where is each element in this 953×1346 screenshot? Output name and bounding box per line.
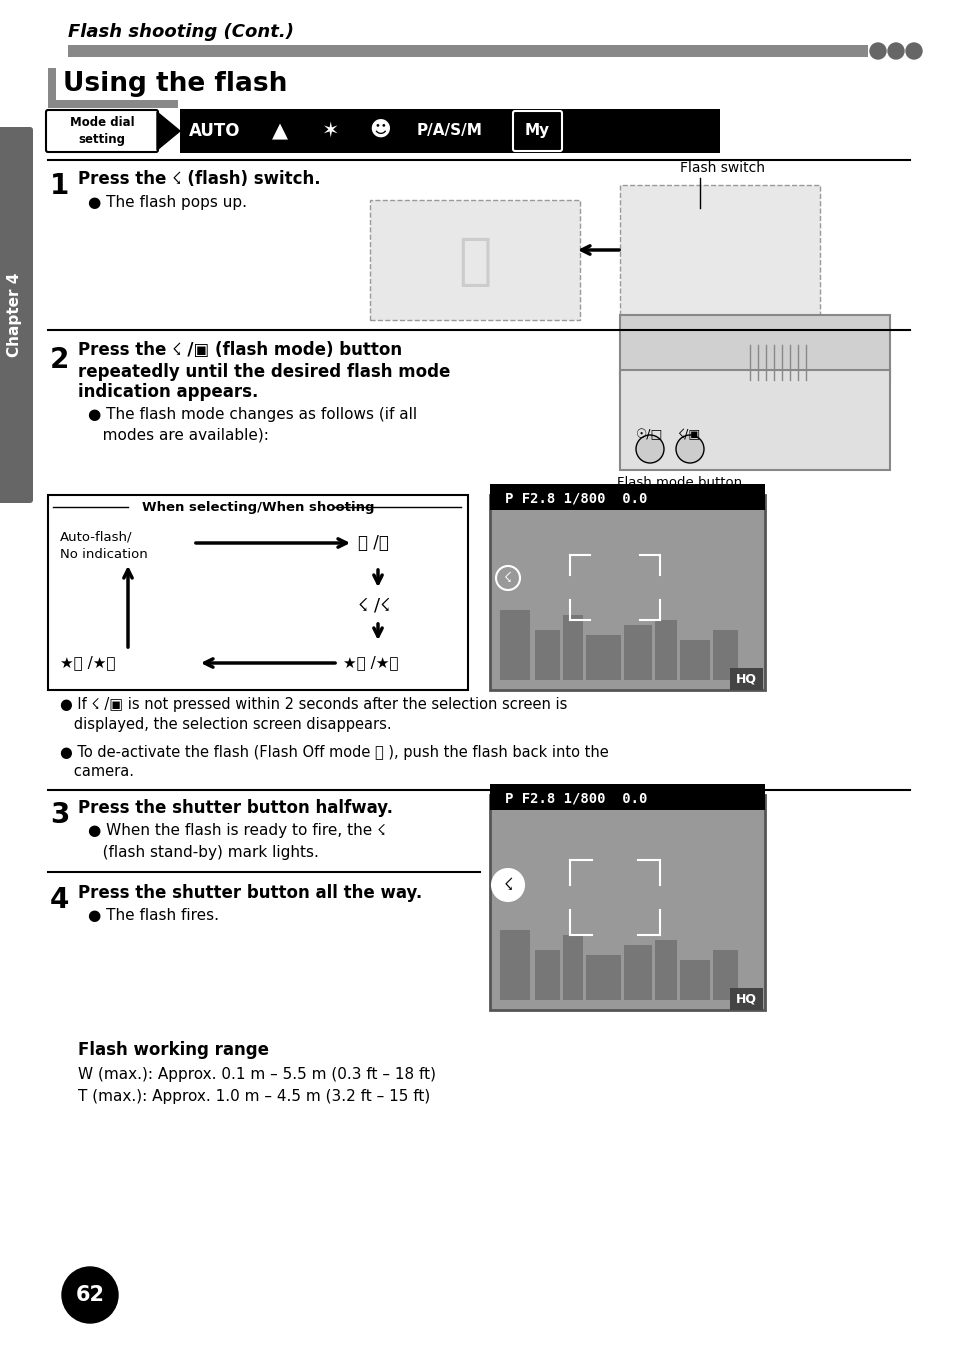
Text: (flash stand-by) mark lights.: (flash stand-by) mark lights.: [88, 845, 318, 860]
Bar: [623, 625, 651, 680]
Text: ● The flash fires.: ● The flash fires.: [88, 909, 219, 923]
Bar: [585, 635, 620, 680]
Text: 62: 62: [75, 1285, 105, 1306]
Bar: [499, 930, 530, 1000]
Bar: [619, 315, 889, 380]
Bar: [68, 44, 867, 57]
Text: ⬛: ⬛: [457, 236, 491, 289]
Text: ★ⓞ /★ⓞ: ★ⓞ /★ⓞ: [60, 656, 115, 670]
Text: ✶: ✶: [321, 121, 338, 141]
Text: 2: 2: [50, 346, 70, 374]
Bar: [679, 960, 709, 1000]
Bar: [48, 100, 178, 108]
Text: Chapter 4: Chapter 4: [8, 273, 23, 357]
Text: Flash working range: Flash working range: [78, 1040, 269, 1059]
Polygon shape: [157, 112, 180, 149]
Text: indication appears.: indication appears.: [78, 384, 258, 401]
Text: 4: 4: [50, 886, 70, 914]
Bar: [370, 201, 579, 320]
Text: W (max.): Approx. 0.1 m – 5.5 m (0.3 ft – 18 ft): W (max.): Approx. 0.1 m – 5.5 m (0.3 ft …: [78, 1067, 436, 1082]
Bar: [655, 940, 677, 1000]
Text: ☇ /☇: ☇ /☇: [357, 596, 390, 614]
Text: ● The flash pops up.: ● The flash pops up.: [88, 195, 247, 210]
Bar: [490, 485, 764, 510]
Text: 1: 1: [50, 172, 70, 201]
Bar: [623, 945, 651, 1000]
Bar: [490, 795, 764, 1010]
Text: No indication: No indication: [60, 549, 148, 561]
Bar: [48, 495, 468, 690]
Circle shape: [905, 43, 921, 59]
Text: Press the ☇ /▣ (flash mode) button: Press the ☇ /▣ (flash mode) button: [78, 341, 402, 359]
Bar: [619, 184, 820, 315]
Text: ● When the flash is ready to fire, the ☇: ● When the flash is ready to fire, the ☇: [88, 824, 385, 839]
Text: ● To de-activate the flash (Flash Off mode ⓧ ), push the flash back into the: ● To de-activate the flash (Flash Off mo…: [60, 744, 608, 759]
Text: ● The flash mode changes as follows (if all: ● The flash mode changes as follows (if …: [88, 408, 416, 423]
Circle shape: [869, 43, 885, 59]
Text: ● If ☇ /▣ is not pressed within 2 seconds after the selection screen is: ● If ☇ /▣ is not pressed within 2 second…: [60, 697, 567, 712]
Bar: [490, 495, 764, 690]
Text: ⓞ /ⓞ: ⓞ /ⓞ: [357, 534, 389, 552]
Bar: [729, 668, 762, 690]
Text: ☻: ☻: [369, 121, 391, 141]
Bar: [535, 950, 559, 1000]
Bar: [562, 935, 582, 1000]
Circle shape: [62, 1267, 118, 1323]
Text: P/A/S/M: P/A/S/M: [416, 124, 482, 139]
Text: Flash shooting (Cont.): Flash shooting (Cont.): [68, 23, 294, 40]
Text: ☉/□: ☉/□: [636, 428, 663, 441]
Text: Using the flash: Using the flash: [63, 71, 287, 97]
Circle shape: [492, 870, 523, 900]
FancyBboxPatch shape: [513, 110, 561, 151]
Text: modes are available):: modes are available):: [88, 428, 269, 443]
Text: Press the shutter button all the way.: Press the shutter button all the way.: [78, 884, 422, 902]
Bar: [180, 109, 720, 153]
Text: P F2.8 1/800  0.0: P F2.8 1/800 0.0: [504, 791, 647, 805]
Circle shape: [636, 435, 663, 463]
Bar: [712, 630, 738, 680]
Text: Press the shutter button halfway.: Press the shutter button halfway.: [78, 800, 393, 817]
Text: displayed, the selection screen disappears.: displayed, the selection screen disappea…: [60, 717, 392, 732]
Text: When selecting/When shooting: When selecting/When shooting: [142, 502, 374, 514]
Text: ☇/▣: ☇/▣: [678, 428, 700, 441]
Bar: [499, 610, 530, 680]
Bar: [490, 783, 764, 810]
Text: ▲: ▲: [272, 121, 288, 141]
Text: My: My: [524, 124, 549, 139]
Text: Auto-flash/: Auto-flash/: [60, 530, 132, 544]
Text: HQ: HQ: [735, 673, 756, 685]
Text: ☇: ☇: [503, 571, 512, 586]
Circle shape: [676, 435, 703, 463]
Text: Press the ☇ (flash) switch.: Press the ☇ (flash) switch.: [78, 170, 320, 188]
FancyBboxPatch shape: [0, 127, 33, 503]
Text: 3: 3: [50, 801, 70, 829]
Bar: [535, 630, 559, 680]
Text: repeatedly until the desired flash mode: repeatedly until the desired flash mode: [78, 363, 450, 381]
Text: HQ: HQ: [735, 992, 756, 1005]
Text: T (max.): Approx. 1.0 m – 4.5 m (3.2 ft – 15 ft): T (max.): Approx. 1.0 m – 4.5 m (3.2 ft …: [78, 1089, 430, 1105]
Text: Flash mode button: Flash mode button: [617, 475, 741, 489]
Text: AUTO: AUTO: [189, 122, 240, 140]
Circle shape: [887, 43, 903, 59]
Bar: [585, 956, 620, 1000]
Bar: [655, 621, 677, 680]
Text: Flash switch: Flash switch: [679, 162, 764, 175]
Text: P F2.8 1/800  0.0: P F2.8 1/800 0.0: [504, 491, 647, 505]
Bar: [729, 988, 762, 1010]
Bar: [712, 950, 738, 1000]
Bar: [619, 370, 889, 470]
Text: ★ⓞ /★ⓞ: ★ⓞ /★ⓞ: [343, 656, 398, 670]
Text: camera.: camera.: [60, 765, 133, 779]
Text: Mode dial
setting: Mode dial setting: [70, 117, 134, 145]
Bar: [48, 69, 56, 108]
Bar: [562, 615, 582, 680]
Text: ☇: ☇: [503, 876, 512, 894]
Bar: [679, 639, 709, 680]
FancyBboxPatch shape: [46, 110, 158, 152]
